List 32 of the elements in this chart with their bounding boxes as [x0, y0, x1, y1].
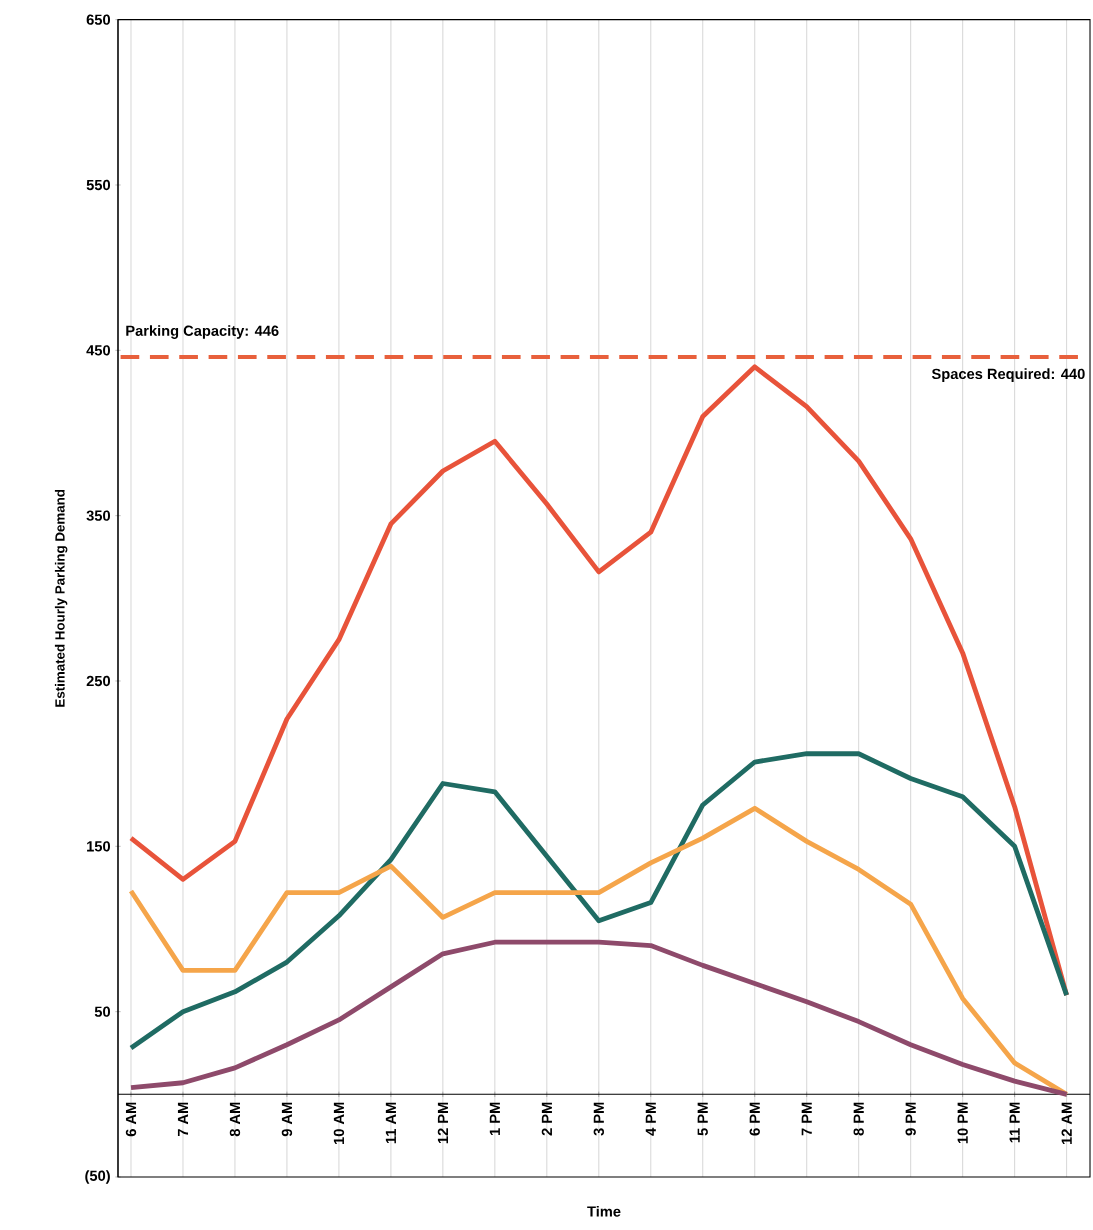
x-tick-label: 2 PM — [541, 1102, 552, 1136]
x-tick-label: 9 AM — [281, 1102, 293, 1137]
x-tick-label: 5 PM — [697, 1102, 708, 1136]
x-tick-label: 4 PM — [645, 1102, 656, 1136]
y-tick-label: 450 — [86, 345, 111, 356]
x-tick-label: 11 PM — [1009, 1102, 1020, 1143]
y-tick-label: 250 — [86, 675, 111, 687]
x-tick-label: 1 PM — [489, 1102, 500, 1136]
annotation: Spaces Required: 440 — [931, 368, 1085, 382]
x-tick-label: 3 PM — [593, 1102, 605, 1136]
x-tick-label: 10 AM — [333, 1102, 345, 1144]
x-tick-label: 9 PM — [905, 1102, 916, 1136]
y-tick-label: (50) — [85, 1170, 110, 1184]
x-axis-title: Time — [587, 1205, 621, 1217]
x-tick-label: 8 PM — [853, 1102, 864, 1136]
x-tick-label: 11 AM — [385, 1102, 396, 1144]
y-axis-title: Estimated Hourly Parking Demand — [54, 489, 68, 707]
y-tick-label: 650 — [86, 14, 111, 25]
x-tick-label: 12 PM — [437, 1102, 448, 1144]
line-series — [128, 751, 1070, 1051]
x-tick-label: 7 AM — [177, 1102, 189, 1137]
x-tick-label: 6 PM — [749, 1102, 760, 1136]
y-tick-label: 350 — [86, 510, 111, 521]
y-tick-label: 50 — [94, 1006, 111, 1017]
x-tick-label: 6 AM — [125, 1102, 137, 1137]
y-tick-label: 550 — [86, 179, 111, 191]
x-tick-label: 8 AM — [229, 1102, 241, 1137]
x-tick-label: 7 PM — [801, 1102, 812, 1136]
y-tick-label: 150 — [87, 841, 111, 852]
x-tick-label: 12 AM — [1061, 1102, 1072, 1144]
ref-line-label: Parking Capacity: 446 — [126, 325, 279, 339]
x-tick-label: 10 PM — [957, 1102, 968, 1144]
